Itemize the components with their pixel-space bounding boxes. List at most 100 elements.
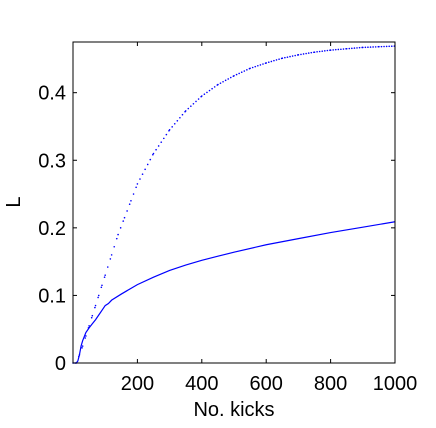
series-dot-point (270, 60, 273, 63)
series-dot-point (380, 45, 383, 48)
series-dot-point (176, 119, 179, 122)
series-dot-point (135, 186, 137, 189)
series-dot-point (246, 69, 248, 71)
series-dot-point (329, 49, 332, 51)
series-dot-point (192, 102, 195, 105)
series-dot-point (235, 73, 238, 76)
series-dot-point (110, 254, 113, 256)
series-dot-point (367, 46, 369, 48)
series-dot-point (337, 48, 340, 51)
series-dot-point (364, 46, 367, 49)
series-dot-point (187, 107, 190, 110)
series-layer (72, 45, 396, 364)
series-dot-point (97, 294, 100, 297)
series-dot-point (286, 56, 289, 58)
x-tick-label: 800 (314, 373, 347, 395)
series-dot-point (100, 286, 103, 289)
series-dot-point (122, 220, 125, 222)
series-dot-point (113, 245, 116, 248)
series-dot-point (152, 152, 155, 155)
tick-layer: 200 400 600 800 1000 0 0.1 0.2 0.3 0.4 (38, 42, 417, 395)
series-dot-point (103, 276, 106, 278)
series-dot-point (123, 216, 126, 219)
series-dot-point (217, 83, 219, 86)
series-dot-point (267, 61, 270, 63)
series-dot-point (297, 54, 300, 56)
series-dot-point (91, 314, 94, 317)
series-dot-point (90, 316, 93, 319)
series-dot-point (88, 325, 90, 327)
series-dot-point (238, 72, 240, 75)
y-axis-label: L (3, 196, 25, 207)
series-dot-point (318, 50, 321, 53)
series-dot-point (139, 178, 141, 180)
series-dot-point (378, 45, 380, 48)
series-dot-point (342, 48, 345, 50)
series-dot-point (179, 116, 181, 119)
series-dot-point (249, 67, 251, 70)
series-dotted-line (72, 45, 396, 364)
series-dot-point (372, 46, 374, 48)
y-tick-label: 0.3 (38, 150, 66, 172)
series-dot-point (345, 47, 348, 50)
series-dot-point (243, 70, 246, 72)
series-dot-point (332, 49, 334, 51)
series-dot-point (340, 48, 342, 51)
series-solid-line (73, 221, 396, 364)
series-dot-point (81, 347, 83, 349)
x-axis-label: No. kicks (193, 399, 274, 421)
series-dot-point (362, 46, 364, 49)
series-dot-point (155, 148, 157, 151)
series-dot-point (144, 168, 146, 171)
series-dot-point (356, 47, 358, 49)
series-dot-point (136, 183, 139, 185)
series-dot-point (307, 52, 310, 54)
series-dot-point (94, 306, 96, 309)
series-dot-point (130, 200, 132, 202)
series-dot-point (294, 54, 296, 57)
series-dot-point (87, 327, 90, 329)
series-dot-point (334, 48, 337, 51)
x-tick-label: 1000 (373, 373, 418, 395)
series-dot-point (132, 193, 135, 195)
series-dot-point (251, 66, 254, 69)
y-tick-label: 0.1 (38, 285, 66, 307)
series-dot-point (305, 52, 307, 55)
series-dot-point (85, 335, 87, 337)
series-dot-point (222, 80, 224, 83)
series-dot-point (171, 126, 173, 128)
series-dot-point (291, 55, 294, 57)
y-tick-label: 0.4 (38, 83, 66, 105)
series-dot-point (195, 100, 197, 103)
series-dot-point (119, 227, 122, 229)
series-dot-point (348, 47, 351, 50)
series-dot-point (313, 51, 316, 53)
series-dot-point (184, 110, 187, 112)
series-dot-point (115, 237, 118, 240)
series-dot-point (168, 129, 171, 131)
series-dot-point (265, 62, 268, 64)
series-dot-point (149, 158, 152, 161)
series-dot-point (262, 63, 264, 65)
plot-frame (72, 41, 396, 364)
series-dot-point (208, 89, 211, 92)
series-dot-point (321, 50, 324, 52)
series-dot-point (227, 78, 229, 80)
series-dot-point (203, 93, 206, 96)
series-dot-point (229, 76, 232, 79)
series-dot-point (388, 45, 391, 48)
series-dot-point (117, 233, 119, 236)
y-tick-label: 0.2 (38, 218, 66, 240)
series-dot-point (351, 47, 353, 50)
series-dot-point (126, 210, 128, 212)
series-dot-point (281, 57, 284, 60)
series-dot-point (163, 137, 165, 140)
series-dot-point (173, 123, 176, 125)
series-dot-point (104, 274, 106, 276)
series-dot-point (181, 113, 184, 116)
series-dot-point (160, 141, 163, 143)
series-dot-point (383, 45, 385, 48)
series-dot-point (233, 74, 235, 77)
